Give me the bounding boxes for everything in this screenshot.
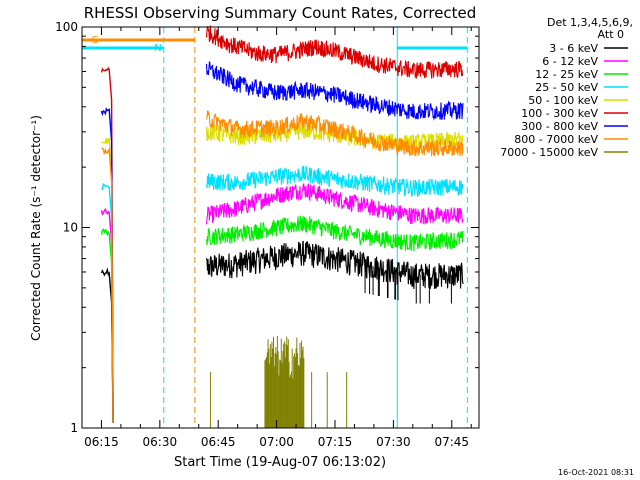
x-tick-label: 06:30: [143, 435, 178, 449]
legend-header-line-1: Det 1,3,4,5,6,9,: [547, 16, 633, 29]
series-line: [100, 207, 114, 424]
legend-entry-label: 50 - 100 keV: [528, 94, 598, 107]
x-tick-label: 07:30: [376, 435, 411, 449]
series-line: [100, 267, 114, 424]
x-tick-label: 07:45: [434, 435, 469, 449]
series-line: [205, 215, 464, 252]
legend-entry-label: 7000 - 15000 keV: [500, 146, 598, 159]
y-tick-label: 10: [63, 221, 78, 235]
series-line: [100, 107, 114, 424]
legend-header: Det 1,3,4,5,6,9, Att 0: [547, 16, 633, 41]
series-line: [100, 66, 114, 424]
legend-entry-label: 6 - 12 keV: [542, 55, 598, 68]
series-trace: [209, 335, 348, 428]
footer-timestamp: 16-Oct-2021 08:31: [558, 468, 634, 477]
series-line: [100, 228, 114, 424]
series-trace: [100, 240, 464, 424]
legend-entry-label: 3 - 6 keV: [549, 42, 598, 55]
flag-label: N: [154, 43, 161, 54]
legend-entry-label: 12 - 25 keV: [535, 68, 598, 81]
legend-entry-label: 800 - 7000 keV: [514, 133, 598, 146]
y-tick-label: 1: [70, 421, 78, 435]
series-trace: [100, 215, 464, 424]
series-trace: [100, 183, 464, 424]
series-line: [101, 147, 114, 424]
x-tick-label: 06:45: [201, 435, 236, 449]
x-tick-label: 07:15: [318, 435, 353, 449]
series-trace: [101, 165, 464, 424]
series-line: [101, 137, 114, 424]
series-line: [205, 60, 464, 121]
series-trace: [100, 25, 464, 424]
legend-entry-label: 300 - 800 keV: [521, 120, 598, 133]
series-line: [205, 240, 464, 289]
series-line: [101, 182, 114, 424]
series-line: [205, 165, 464, 197]
plot-area: SN: [81, 25, 468, 428]
x-tick-label: 06:15: [84, 435, 119, 449]
series-line: [205, 110, 464, 157]
series-line: [205, 183, 464, 225]
x-tick-label: 07:00: [259, 435, 294, 449]
legend-entry-label: 25 - 50 keV: [535, 81, 598, 94]
legend-entry-label: 100 - 300 keV: [521, 107, 598, 120]
x-axis-label: Start Time (19-Aug-07 06:13:02): [174, 455, 386, 470]
y-tick-label: 100: [55, 20, 78, 34]
series-trace: [101, 110, 464, 424]
chart-title: RHESSI Observing Summary Count Rates, Co…: [84, 4, 477, 22]
y-axis-label: Corrected Count Rate (s⁻¹ detector⁻¹): [29, 115, 43, 341]
series-line: [205, 25, 464, 79]
series-trace: [100, 60, 464, 424]
axes: 1 10 100 06:15 06:30 06:45 07:00 07:15 07:30 07:4…: [55, 20, 479, 449]
legend-header-line-2: Att 0: [598, 28, 624, 41]
flag-label: S: [92, 35, 98, 46]
